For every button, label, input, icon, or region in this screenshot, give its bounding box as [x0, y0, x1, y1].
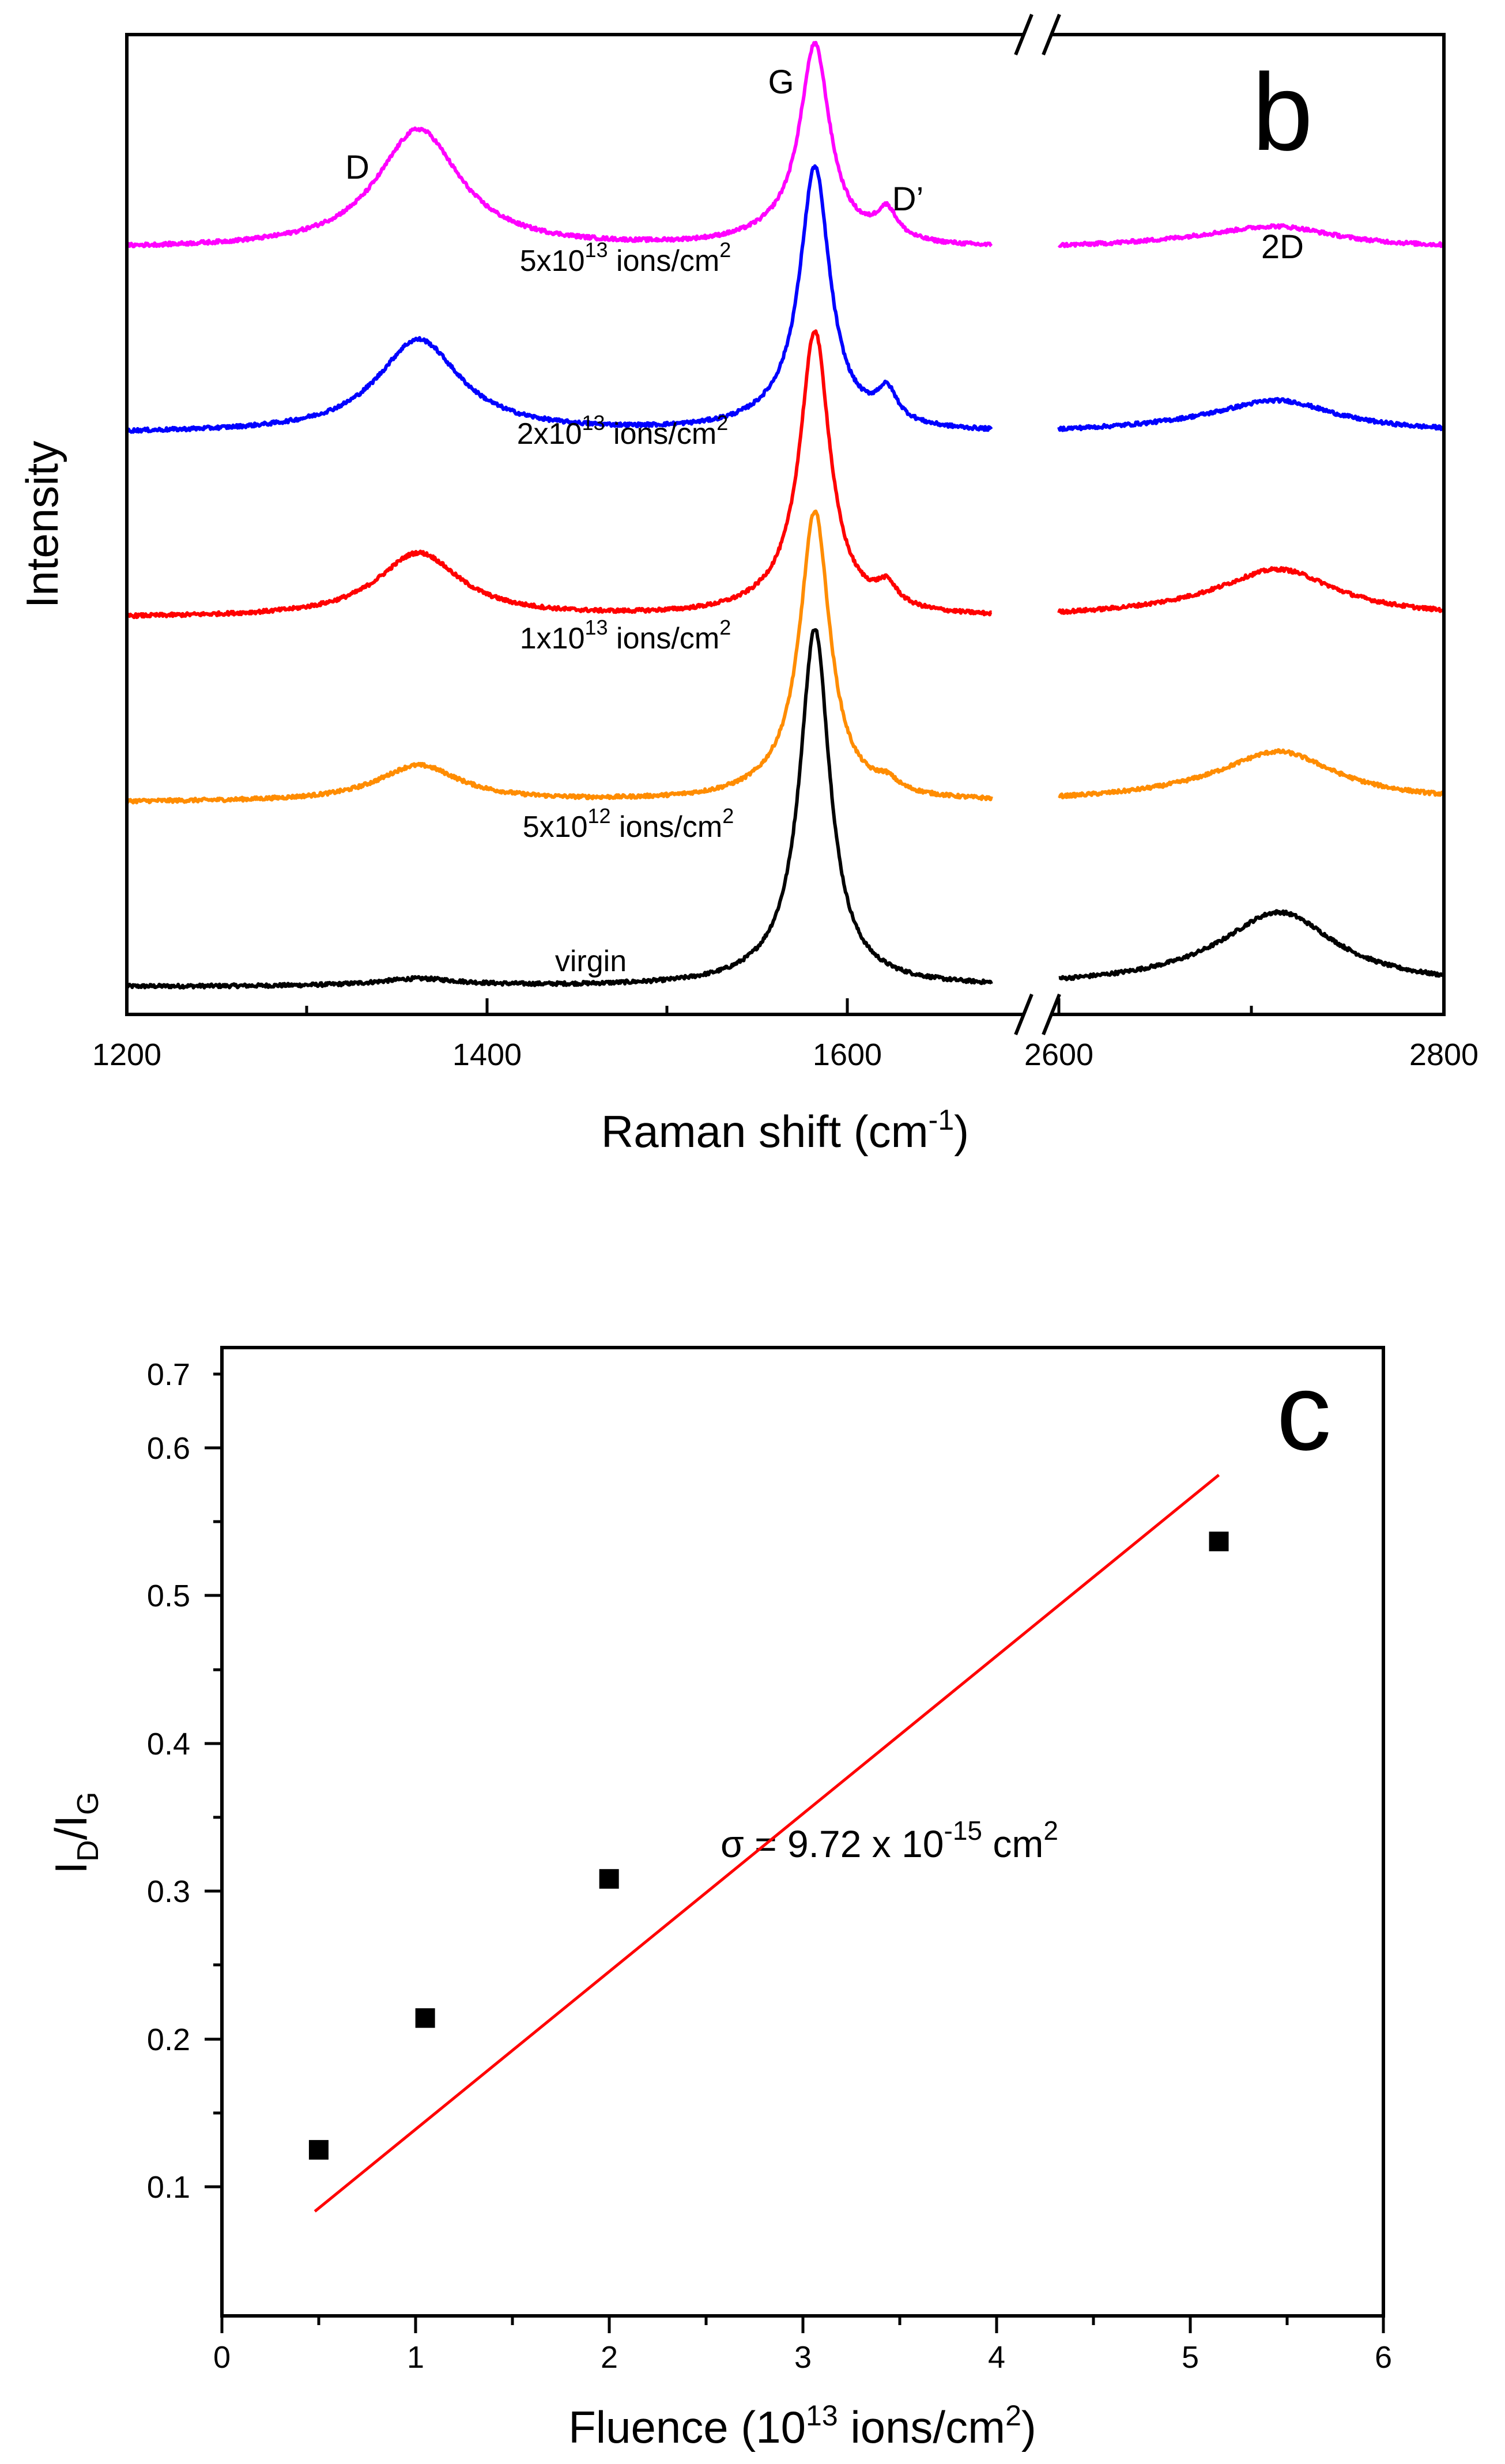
spectrum-line-2-right — [1057, 566, 1446, 615]
b-xtick-label: 1200 — [92, 1037, 161, 1072]
raman-spectra — [125, 40, 1446, 990]
c-xtick-label: 3 — [794, 2340, 812, 2375]
c-ytick-label: 0.4 — [147, 1727, 190, 1761]
spectrum-line-0-left — [125, 628, 993, 990]
c-xtick-label: 1 — [407, 2340, 424, 2375]
b-xtick-label: 1600 — [813, 1037, 882, 1072]
c-x-axis-title: Fluence (1013 ions/cm2) — [568, 2399, 1036, 2452]
b-x-axis-title: Raman shift (cm-1) — [601, 1104, 969, 1157]
spectrum-line-1-right — [1058, 748, 1445, 799]
peak-label-g: G — [768, 63, 794, 101]
panel-c-data — [308, 1474, 1229, 2213]
b-xtick-label: 2600 — [1024, 1037, 1093, 1072]
c-ytick-label: 0.7 — [147, 1357, 190, 1392]
b-y-axis-title: Intensity — [17, 441, 67, 608]
c-ytick-label: 0.5 — [147, 1579, 190, 1613]
spectrum-line-1-left — [125, 510, 993, 805]
c-y-axis-title: ID/IG — [46, 1791, 105, 1874]
spectrum-line-0-right — [1058, 909, 1446, 982]
spectrum-line-3-left — [126, 164, 993, 434]
b-xtick-label: 1400 — [452, 1037, 522, 1072]
series-label-1e13: 1x1013 ions/cm2 — [520, 616, 731, 655]
c-ytick-label: 0.2 — [147, 2022, 190, 2057]
data-point-1 — [415, 2008, 435, 2028]
fit-curve — [314, 1474, 1220, 2213]
c-ytick-label: 0.6 — [147, 1431, 190, 1466]
panel-c-yticks — [205, 1372, 222, 2188]
c-xtick-label: 5 — [1182, 2340, 1199, 2375]
peak-label-d: D — [345, 149, 369, 186]
panel-b-xticks — [125, 998, 1446, 1014]
c-xtick-label: 2 — [601, 2340, 618, 2375]
spectrum-line-2-left — [126, 329, 993, 620]
series-label-5e12: 5x1012 ions/cm2 — [523, 804, 734, 844]
spectrum-line-3-right — [1057, 397, 1446, 432]
peak-label-d-prime: D’ — [892, 180, 924, 218]
data-point-3 — [1209, 1531, 1229, 1552]
axis-break-marks — [1014, 13, 1061, 1036]
series-label-2e13: 2x1013 ions/cm2 — [517, 411, 728, 451]
series-label-5e13: 5x1013 ions/cm2 — [520, 238, 731, 278]
c-xtick-label: 6 — [1375, 2340, 1392, 2375]
b-xtick-label: 2800 — [1409, 1037, 1478, 1072]
spectrum-line-4-right — [1057, 223, 1445, 248]
data-point-2 — [599, 1869, 619, 1889]
spectrum-line-4-left — [125, 40, 993, 248]
c-ytick-label: 0.3 — [147, 1874, 190, 1909]
data-point-0 — [308, 2140, 329, 2160]
c-xtick-label: 0 — [213, 2340, 231, 2375]
peak-label-2d: 2D — [1261, 228, 1304, 266]
panel-c-xticks — [220, 2316, 1385, 2333]
panel-b-frame — [125, 33, 1446, 1016]
panel-label-c: c — [1277, 1351, 1332, 1473]
cross-section-annotation: σ = 9.72 x 10-15 cm2 — [721, 1816, 1058, 1865]
panel-b: 1200 1400 1600 2600 2800 Raman shift (cm… — [17, 13, 1478, 1157]
panel-label-b: b — [1252, 51, 1313, 173]
c-ytick-label: 0.1 — [147, 2170, 190, 2205]
c-xtick-label: 4 — [988, 2340, 1005, 2375]
panel-c: 0 1 2 3 4 5 6 0.1 0.2 0.3 0.4 0.5 0.6 0.… — [46, 1346, 1392, 2452]
series-label-virgin: virgin — [555, 945, 627, 978]
